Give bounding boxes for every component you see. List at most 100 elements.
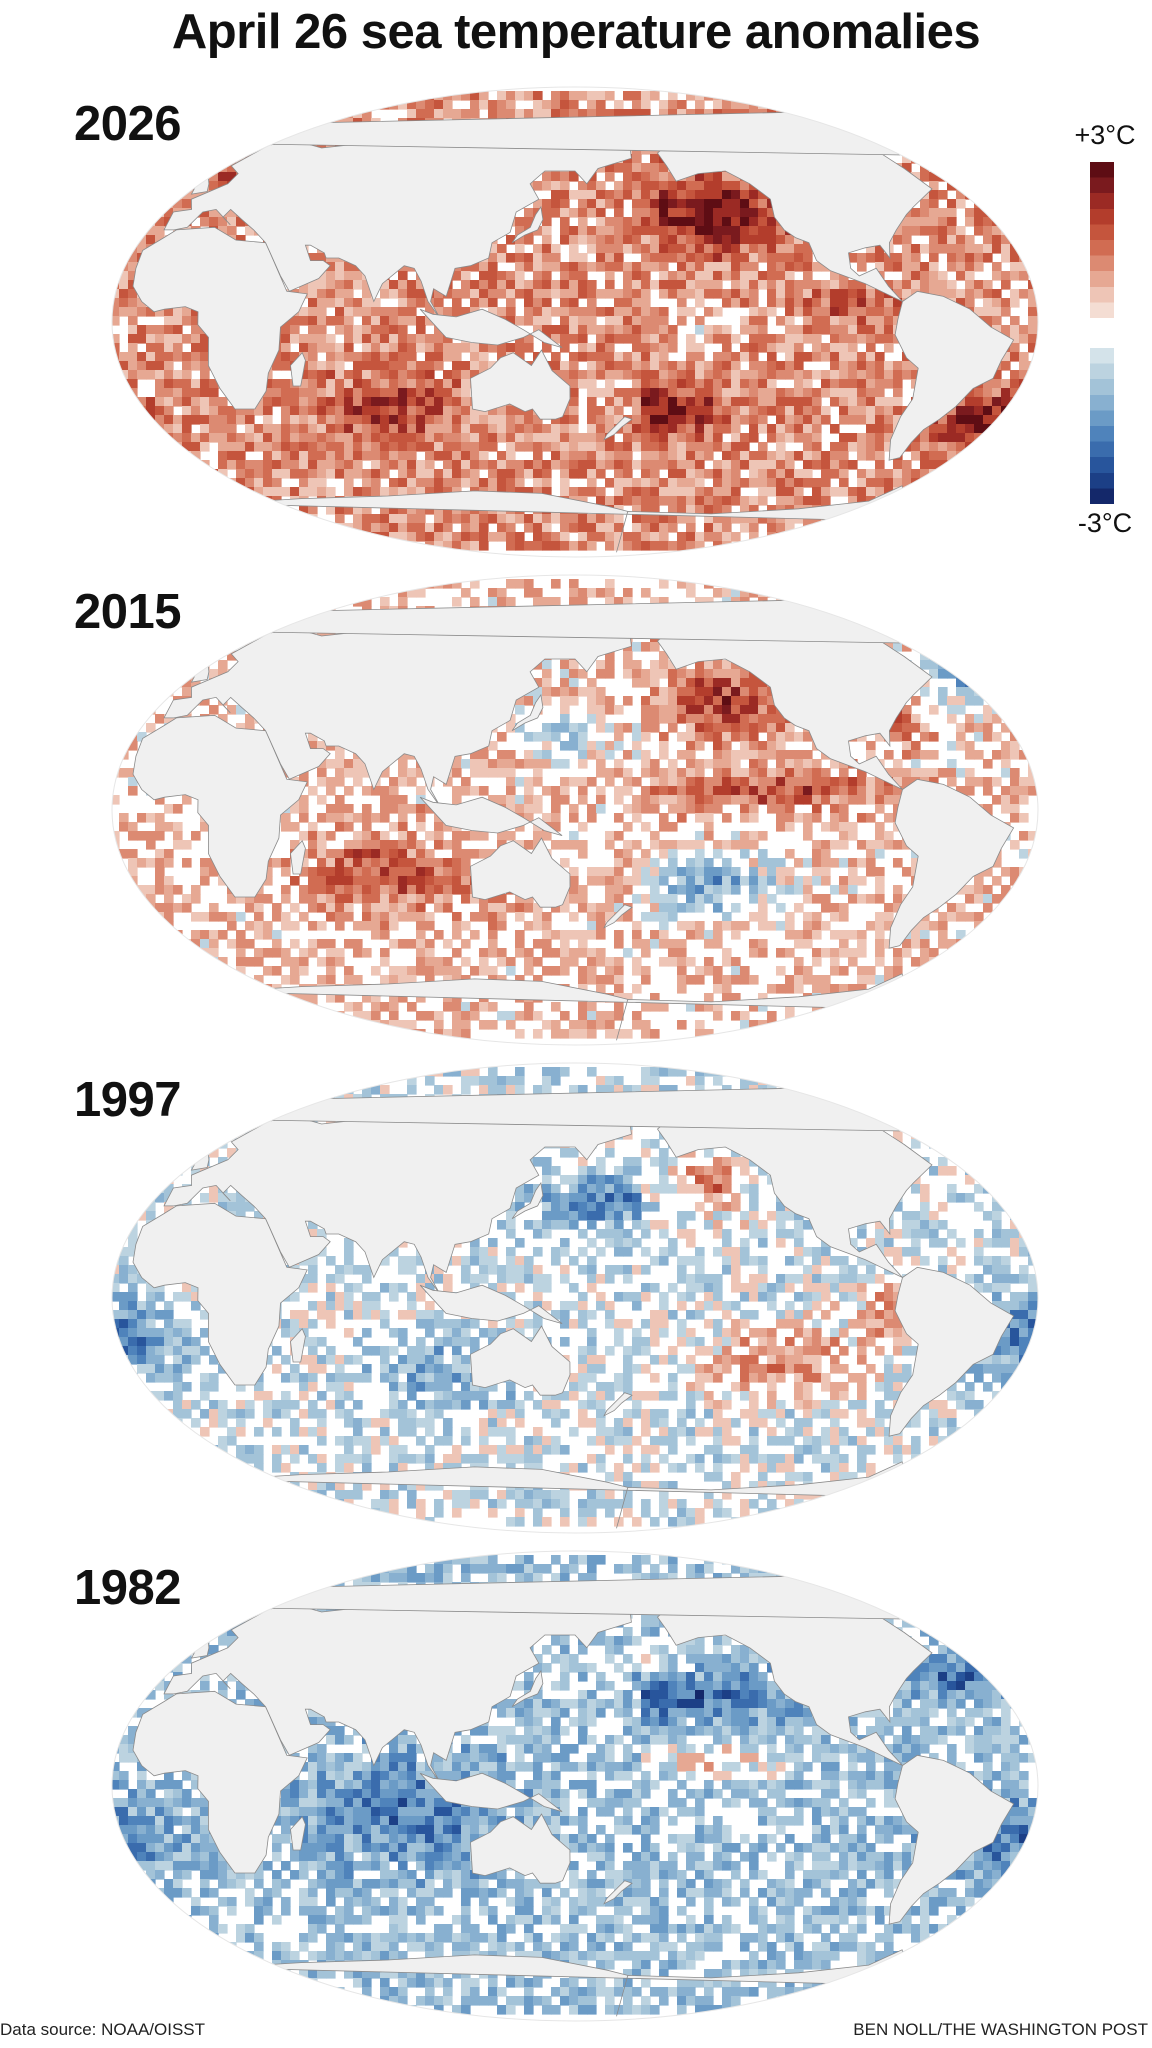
anomaly-cell [146, 343, 156, 353]
anomaly-cell [353, 433, 363, 443]
anomaly-cell [848, 253, 858, 263]
anomaly-cell [740, 523, 750, 533]
anomaly-cell [461, 109, 471, 119]
anomaly-cell [407, 289, 417, 299]
anomaly-cell [290, 588, 300, 598]
anomaly-cell [227, 633, 237, 643]
anomaly-cell [650, 514, 660, 524]
anomaly-cell [938, 505, 948, 515]
anomaly-cell [713, 397, 723, 407]
anomaly-cell [956, 696, 966, 706]
anomaly-cell [614, 352, 624, 362]
anomaly-cell [668, 100, 678, 110]
anomaly-cell [893, 514, 903, 524]
anomaly-cell [146, 334, 156, 344]
anomaly-cell [479, 478, 489, 488]
anomaly-cell [497, 514, 507, 524]
anomaly-cell [803, 442, 813, 452]
anomaly-cell [983, 433, 993, 443]
anomaly-cell [677, 199, 687, 209]
anomaly-cell [677, 433, 687, 443]
anomaly-cell [650, 415, 660, 425]
anomaly-cell [650, 451, 660, 461]
anomaly-cell [236, 118, 246, 128]
anomaly-cell [182, 379, 192, 389]
anomaly-cell [785, 415, 795, 425]
anomaly-cell [749, 271, 759, 281]
anomaly-cell [605, 235, 615, 245]
anomaly-cell [335, 460, 345, 470]
anomaly-cell [920, 505, 930, 515]
anomaly-cell [299, 334, 309, 344]
anomaly-cell [704, 469, 714, 479]
anomaly-cell [659, 415, 669, 425]
anomaly-cell [731, 217, 741, 227]
anomaly-cell [524, 541, 534, 551]
anomaly-cell [407, 100, 417, 110]
anomaly-cell [848, 289, 858, 299]
anomaly-cell [875, 606, 885, 616]
anomaly-cell [650, 597, 660, 607]
anomaly-cell [335, 289, 345, 299]
anomaly-cell [893, 280, 903, 290]
anomaly-cell [200, 334, 210, 344]
anomaly-cell [857, 280, 867, 290]
anomaly-cell [956, 678, 966, 688]
anomaly-cell [641, 262, 651, 272]
anomaly-cell [542, 280, 552, 290]
anomaly-cell [623, 487, 633, 497]
anomaly-cell [875, 406, 885, 416]
anomaly-cell [506, 469, 516, 479]
anomaly-cell [173, 352, 183, 362]
anomaly-cell [965, 208, 975, 218]
anomaly-cell [380, 325, 390, 335]
anomaly-cell [731, 687, 741, 697]
anomaly-cell [713, 379, 723, 389]
anomaly-cell [560, 669, 570, 679]
anomaly-cell [614, 460, 624, 470]
anomaly-cell [551, 415, 561, 425]
anomaly-cell [263, 388, 273, 398]
anomaly-cell [695, 271, 705, 281]
anomaly-cell [1010, 696, 1020, 706]
anomaly-cell [596, 199, 606, 209]
anomaly-cell [956, 433, 966, 443]
anomaly-cell [317, 487, 327, 497]
anomaly-cell [758, 678, 768, 688]
anomaly-cell [902, 633, 912, 643]
anomaly-cell [308, 370, 318, 380]
anomaly-cell [641, 541, 651, 551]
anomaly-cell [668, 487, 678, 497]
anomaly-cell [362, 532, 372, 542]
anomaly-cell [218, 127, 228, 137]
anomaly-cell [722, 262, 732, 272]
anomaly-cell [875, 514, 885, 524]
anomaly-cell [821, 325, 831, 335]
anomaly-cell [902, 226, 912, 236]
anomaly-cell [209, 154, 219, 164]
anomaly-cell [740, 226, 750, 236]
anomaly-cell [452, 361, 462, 371]
anomaly-cell [857, 487, 867, 497]
anomaly-cell [587, 316, 597, 326]
anomaly-cell [488, 514, 498, 524]
anomaly-cell [416, 469, 426, 479]
anomaly-cell [893, 642, 903, 652]
anomaly-cell [641, 100, 651, 110]
anomaly-cell [803, 262, 813, 272]
anomaly-cell [614, 496, 624, 506]
anomaly-cell [650, 307, 660, 317]
anomaly-cell [632, 352, 642, 362]
anomaly-cell [299, 433, 309, 443]
anomaly-cell [713, 406, 723, 416]
anomaly-cell [245, 415, 255, 425]
anomaly-cell [191, 334, 201, 344]
anomaly-cell [803, 379, 813, 389]
anomaly-cell [380, 487, 390, 497]
anomaly-cell [866, 433, 876, 443]
anomaly-cell [290, 316, 300, 326]
anomaly-cell [785, 343, 795, 353]
anomaly-cell [965, 163, 975, 173]
anomaly-cell [650, 361, 660, 371]
anomaly-cell [137, 705, 147, 715]
